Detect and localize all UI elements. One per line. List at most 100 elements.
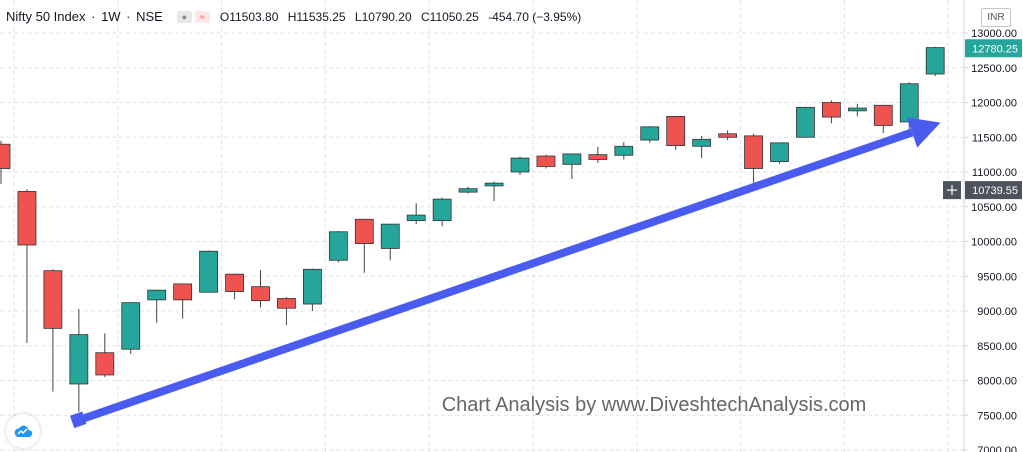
candle-body-up <box>925 47 945 75</box>
price-axis[interactable] <box>963 0 1023 452</box>
candle <box>510 156 530 175</box>
y-tick-label: 7000.00 <box>977 445 1017 452</box>
candle <box>121 301 141 355</box>
candle-body-up <box>796 106 815 138</box>
tradingview-logo[interactable] <box>6 414 40 448</box>
exchange-label: NSE <box>136 9 163 24</box>
low-value: 10790.20 <box>361 9 412 24</box>
candle-body-up <box>147 289 167 301</box>
candle <box>17 189 37 343</box>
candle-body-up <box>380 223 400 249</box>
candle <box>0 140 11 184</box>
change-value: -454.70 (−3.95%) <box>488 9 582 24</box>
candle <box>692 135 712 159</box>
candle-body-up <box>640 126 660 141</box>
candle <box>536 154 556 169</box>
y-tick-label: 12500.00 <box>971 63 1017 75</box>
close-label: C <box>421 9 430 24</box>
candle <box>666 116 686 150</box>
low-label: L <box>354 9 362 24</box>
candle-body-down <box>822 102 841 118</box>
symbol-name[interactable]: Nifty 50 Index <box>6 9 86 24</box>
last-price-badge <box>965 39 1022 58</box>
candle-body-up <box>614 145 634 156</box>
trend-arrow <box>69 117 941 429</box>
candle <box>925 46 945 77</box>
interval-label[interactable]: 1W <box>101 9 121 24</box>
y-tick-label: 13000.00 <box>971 28 1017 40</box>
candle-body-down <box>666 116 686 146</box>
candle-body-up <box>199 250 219 293</box>
candle <box>770 142 789 164</box>
candle <box>69 308 89 412</box>
candle-body-down <box>536 155 556 167</box>
candle-body-down <box>43 270 63 329</box>
y-tick-label: 12000.00 <box>971 98 1017 110</box>
candle-body-up <box>484 182 504 187</box>
candle-body-down <box>95 352 115 376</box>
grid-lines <box>0 0 964 452</box>
cloud-icon <box>14 425 33 437</box>
candle <box>458 186 478 194</box>
trend-arrow-head <box>906 117 941 148</box>
chart-header: Nifty 50 Index · 1W · NSE ● ≈ O11503.80 … <box>6 9 581 24</box>
y-tick-label: 11500.00 <box>972 132 1017 144</box>
candle <box>354 218 374 273</box>
separator: · <box>87 9 100 24</box>
y-tick-label: 9000.00 <box>977 306 1017 318</box>
watermark: Chart Analysis by www.DiveshtechAnalysis… <box>442 394 867 416</box>
candle-body-down <box>354 218 374 244</box>
candle <box>147 289 167 323</box>
candle <box>225 273 244 300</box>
price-badges: 12780.25 10739.55 <box>943 39 1022 200</box>
y-tick-label: 8000.00 <box>977 376 1017 388</box>
candle <box>484 181 504 202</box>
y-tick-label: 11000.00 <box>972 167 1017 179</box>
candle-body-down <box>744 135 763 169</box>
candle-body-up <box>432 198 452 222</box>
y-tick-label: 7500.00 <box>977 410 1017 422</box>
candle <box>380 223 400 261</box>
candle-body-down <box>251 286 270 301</box>
y-tick-label: 8500.00 <box>977 341 1017 353</box>
high-label: H <box>287 9 297 24</box>
trend-arrow-shaft <box>77 128 914 424</box>
separator: · <box>122 9 135 24</box>
y-tick-label: 9500.00 <box>977 271 1017 283</box>
candle <box>328 231 348 263</box>
candle-body-up <box>562 153 582 165</box>
candle <box>173 283 193 319</box>
candle <box>640 126 660 143</box>
y-tick-label: 10500.00 <box>971 202 1017 214</box>
candle-body-up <box>302 268 322 305</box>
candle-body-up <box>692 138 712 147</box>
open-label: O <box>219 9 230 24</box>
y-tick-label: 10000.00 <box>971 237 1017 249</box>
candle <box>873 104 893 134</box>
candle-body-down <box>718 133 737 138</box>
candle <box>277 297 296 325</box>
last-price-label: 12780.25 <box>972 43 1018 55</box>
candle-body-down <box>873 104 893 126</box>
candle <box>718 130 737 141</box>
eye-icon[interactable]: ● <box>176 10 192 23</box>
candle <box>796 106 815 138</box>
candle <box>822 100 841 124</box>
currency-button[interactable]: INR <box>981 8 1011 27</box>
candle-body-down <box>277 298 296 309</box>
wave-icon[interactable]: ≈ <box>194 10 210 23</box>
candle <box>432 197 452 227</box>
ohlc-readout: O11503.80 H11535.25 L10790.20 C11050.25 … <box>220 10 581 24</box>
crosshair-price-badge <box>965 181 1022 200</box>
candle <box>614 142 634 160</box>
candle <box>43 269 63 392</box>
candle <box>588 146 608 163</box>
candle <box>744 133 763 187</box>
candle-body-down <box>173 283 193 301</box>
candle <box>199 250 219 293</box>
candle <box>899 82 919 134</box>
candle <box>562 153 582 179</box>
header-icons: ● ≈ <box>176 10 210 23</box>
candle-body-up <box>899 83 919 123</box>
